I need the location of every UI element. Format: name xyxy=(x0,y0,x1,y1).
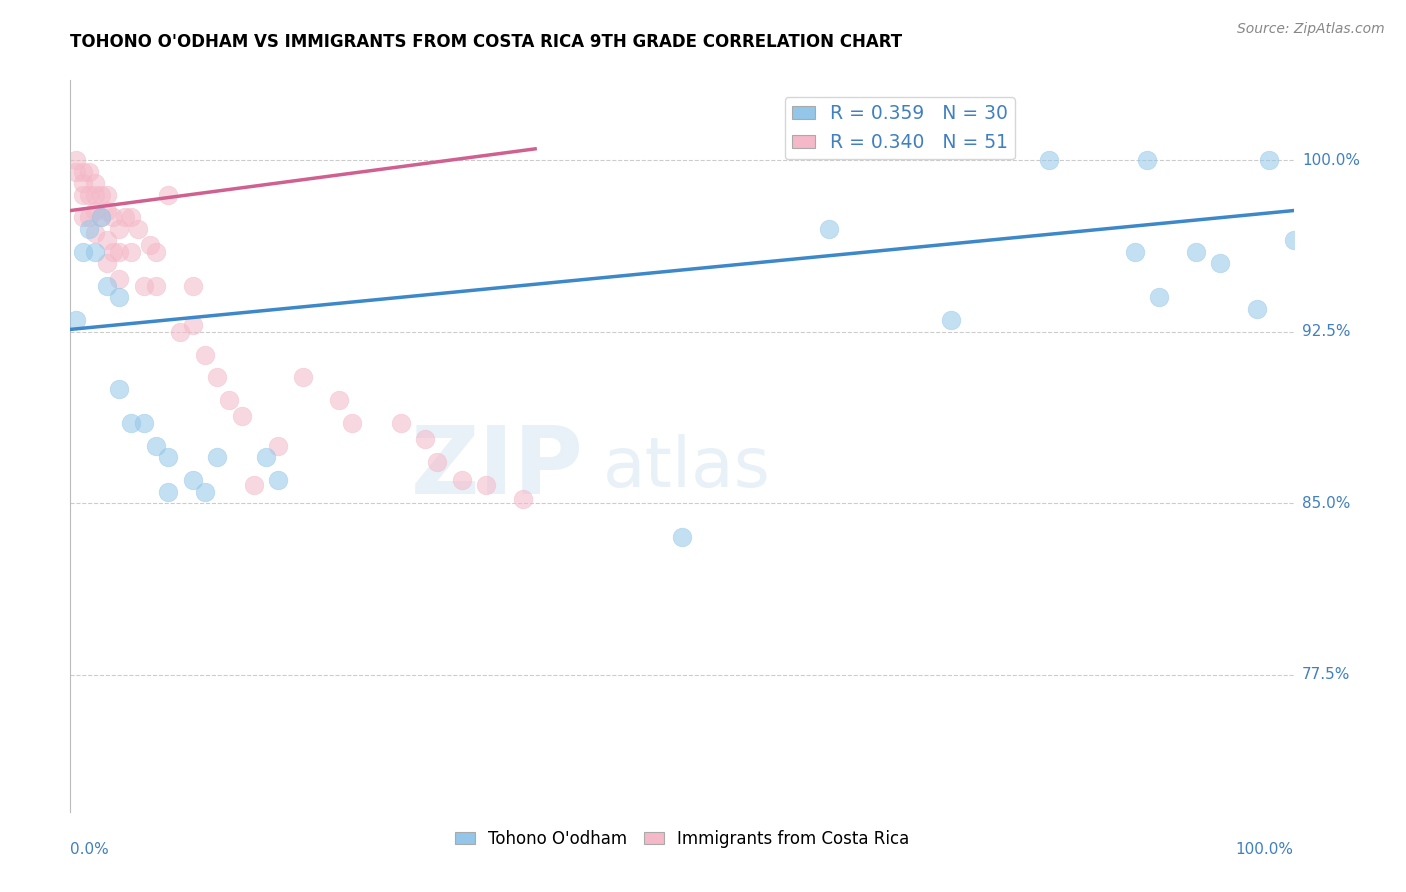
Point xyxy=(65,313,87,327)
Text: atlas: atlas xyxy=(602,434,770,501)
Point xyxy=(939,313,962,327)
Point xyxy=(77,164,100,178)
Point xyxy=(1258,153,1281,168)
Point xyxy=(254,450,277,465)
Text: 92.5%: 92.5% xyxy=(1302,324,1350,339)
Point xyxy=(77,187,100,202)
Point xyxy=(108,272,131,286)
Point xyxy=(145,279,167,293)
Point xyxy=(267,439,290,453)
Point xyxy=(1038,153,1060,168)
Point xyxy=(194,484,217,499)
Point xyxy=(157,484,180,499)
Text: 85.0%: 85.0% xyxy=(1302,496,1350,510)
Point xyxy=(108,222,131,236)
Point xyxy=(194,347,217,362)
Point xyxy=(475,478,498,492)
Point xyxy=(108,290,131,304)
Point xyxy=(114,211,136,225)
Point xyxy=(145,244,167,259)
Point xyxy=(1246,301,1268,316)
Point xyxy=(1136,153,1159,168)
Point xyxy=(671,530,693,544)
Point xyxy=(243,478,266,492)
Point xyxy=(72,164,94,178)
Point xyxy=(328,393,350,408)
Point xyxy=(817,222,839,236)
Point xyxy=(218,393,240,408)
Point xyxy=(101,244,124,259)
Point xyxy=(101,211,124,225)
Point xyxy=(1123,244,1146,259)
Point xyxy=(96,187,118,202)
Point xyxy=(77,211,100,225)
Point xyxy=(1184,244,1206,259)
Text: 77.5%: 77.5% xyxy=(1302,667,1350,682)
Point xyxy=(65,164,87,178)
Point xyxy=(65,153,87,168)
Point xyxy=(83,244,105,259)
Text: ZIP: ZIP xyxy=(411,422,583,514)
Point xyxy=(77,222,100,236)
Point xyxy=(121,244,143,259)
Point xyxy=(267,473,290,487)
Point xyxy=(72,176,94,190)
Point xyxy=(132,416,155,430)
Point xyxy=(90,187,112,202)
Point xyxy=(83,227,105,241)
Point xyxy=(83,187,105,202)
Point xyxy=(90,211,112,225)
Text: 100.0%: 100.0% xyxy=(1302,153,1360,168)
Point xyxy=(512,491,534,506)
Point xyxy=(121,416,143,430)
Text: 100.0%: 100.0% xyxy=(1236,842,1294,857)
Point xyxy=(83,176,105,190)
Point xyxy=(1209,256,1232,270)
Point xyxy=(1147,290,1170,304)
Text: Source: ZipAtlas.com: Source: ZipAtlas.com xyxy=(1237,22,1385,37)
Point xyxy=(169,325,191,339)
Point xyxy=(157,450,180,465)
Point xyxy=(83,203,105,218)
Point xyxy=(96,233,118,247)
Point xyxy=(72,187,94,202)
Point xyxy=(96,256,118,270)
Point xyxy=(145,439,167,453)
Point xyxy=(127,222,149,236)
Point xyxy=(132,279,155,293)
Point xyxy=(340,416,363,430)
Point xyxy=(157,187,180,202)
Point xyxy=(90,211,112,225)
Point xyxy=(181,473,204,487)
Point xyxy=(139,238,162,252)
Legend: Tohono O'odham, Immigrants from Costa Rica: Tohono O'odham, Immigrants from Costa Ri… xyxy=(449,823,915,855)
Point xyxy=(181,318,204,332)
Point xyxy=(426,455,449,469)
Point xyxy=(231,409,253,424)
Point xyxy=(181,279,204,293)
Point xyxy=(121,211,143,225)
Point xyxy=(291,370,314,384)
Point xyxy=(96,203,118,218)
Point xyxy=(1282,233,1305,247)
Text: TOHONO O'ODHAM VS IMMIGRANTS FROM COSTA RICA 9TH GRADE CORRELATION CHART: TOHONO O'ODHAM VS IMMIGRANTS FROM COSTA … xyxy=(70,33,903,51)
Point xyxy=(108,382,131,396)
Point xyxy=(389,416,412,430)
Point xyxy=(413,432,436,446)
Point xyxy=(205,370,228,384)
Point xyxy=(96,279,118,293)
Point xyxy=(72,244,94,259)
Text: 0.0%: 0.0% xyxy=(70,842,110,857)
Point xyxy=(108,244,131,259)
Point xyxy=(72,211,94,225)
Point xyxy=(205,450,228,465)
Point xyxy=(450,473,472,487)
